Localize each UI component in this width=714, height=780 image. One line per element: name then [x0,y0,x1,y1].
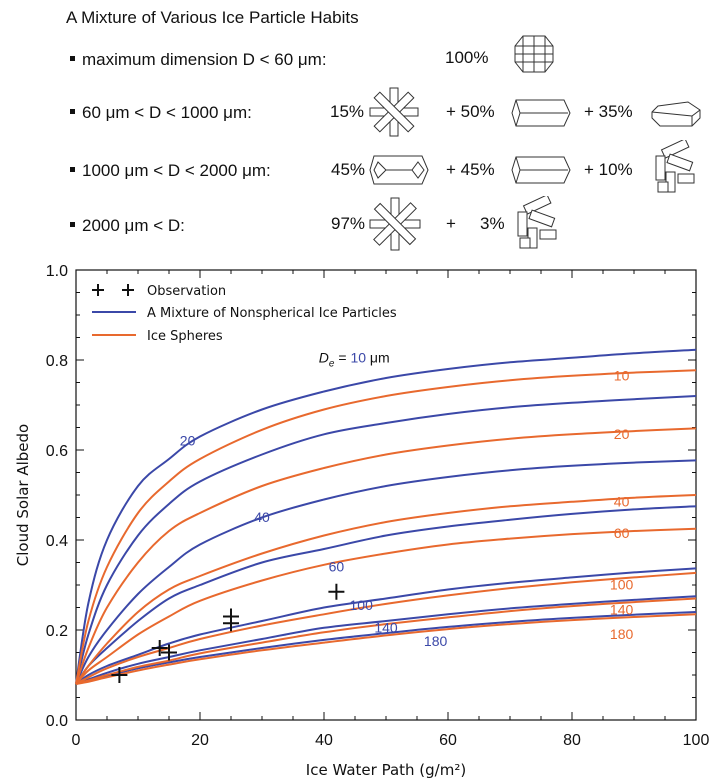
sphere-curve-de-100 [75,571,697,685]
x-tick-label: 40 [315,732,333,749]
hexagonal-column-icon [511,99,571,127]
row-2-pct-3: + 35% [584,102,633,121]
bullet-rosette-icon [369,87,419,137]
y-tick-label: 0.6 [46,443,68,460]
nonspherical-curve-de-40 [75,459,697,685]
row-1-pct-1: 100% [445,48,489,67]
x-tick-label: 20 [191,732,209,749]
row-3-pct-3: + 10% [584,160,633,179]
row-3-label: 1000 μm < D < 2000 μm: [82,161,271,180]
row-4-plus: + [446,214,456,233]
x-axis-label: Ice Water Path (g/m²) [306,761,466,779]
observation-marker [111,667,128,683]
y-tick-label: 0.8 [46,353,68,370]
row-3-pct-2: + 45% [446,160,495,179]
nonspherical-curve-label: 180 [424,633,448,649]
nonspherical-curve-de-140 [75,595,697,685]
nonspherical-curve-de-60 [75,505,697,685]
habit-row-1: maximum dimension D < 60 μm: [70,50,327,70]
habit-row-4: 2000 μm < D: [70,216,185,236]
albedo-chart: 0 20 40 60 80 100 0.0 0.2 0.4 0.6 0.8 1.0 20 40 60 100… [14,263,710,779]
y-tick-label: 0.4 [46,533,68,550]
y-tick-label: 1.0 [46,263,68,280]
row-2-pct-1: 15% [330,102,365,121]
hexagonal-column-icon [511,156,571,184]
legend: Observation A Mixture of Nonspherical Ice… [92,284,397,344]
nonspherical-curve-de-100 [75,567,697,685]
sphere-curve-label: 40 [614,493,630,509]
bullet-rosette-icon [369,197,421,251]
bullet-marker [70,109,75,115]
aggregate-icon [655,140,695,193]
row-4-label: 2000 μm < D: [82,216,185,235]
droxtal-icon [514,35,554,73]
row-2-label: 60 μm < D < 1000 μm: [82,103,252,122]
legend-label-nonspherical: A Mixture of Nonspherical Ice Particles [147,306,397,321]
bullet-marker [70,222,75,228]
y-axis-label: Cloud Solar Albedo [14,424,32,567]
sphere-curve-label: 10 [614,367,630,383]
nonspherical-curve-label: 40 [254,509,270,525]
hollow-column-icon [369,155,429,185]
sphere-curve-de-140 [75,597,697,685]
nonspherical-curve-label: 20 [180,433,196,449]
nonspherical-curve-label: 60 [329,559,345,575]
nonspherical-curve-label: 140 [374,619,398,635]
sphere-curve-label: 20 [614,426,630,442]
observation-marker [223,608,239,625]
sphere-curve-label: 100 [610,577,634,593]
sphere-curve-de-10 [75,369,697,685]
sphere-curve-de-40 [75,494,697,685]
row-4-pct-1: 97% [331,214,366,233]
legend-observation-marker [122,284,134,296]
row-1-label: maximum dimension D < 60 μm: [82,50,327,69]
sphere-curve-label: 140 [610,601,634,617]
nonspherical-curve-de-10 [75,348,697,685]
de-label: De = 10 μm [319,349,390,369]
aggregate-icon [517,196,557,249]
x-tick-label: 100 [683,732,710,749]
y-tick-label: 0.0 [46,713,68,730]
y-tick-label: 0.2 [46,623,68,640]
observation-marker [328,583,345,600]
figure-title: A Mixture of Various Ice Particle Habits [66,8,359,27]
observation-marker [161,644,177,661]
row-3-pct-1: 45% [331,160,366,179]
row-2-pct-2: + 50% [446,102,495,121]
sphere-curve-de-20 [75,427,697,685]
x-tick-label: 0 [72,732,81,749]
row-4-pct-2: 3% [480,214,505,233]
hexagonal-plate-icon [651,101,701,127]
x-tick-label: 60 [439,732,457,749]
observations [111,583,345,683]
curves [75,348,697,685]
bullet-marker [70,56,75,62]
x-tick-label: 80 [563,732,581,749]
sphere-curve-label: 180 [610,626,634,642]
legend-label-observation: Observation [147,284,226,299]
nonspherical-curve-label: 100 [350,597,374,613]
sphere-curve-de-180 [75,613,697,685]
axis-ticks: 0 20 40 60 80 100 0.0 0.2 0.4 0.6 0.8 1.0 [46,263,710,749]
habit-row-2: 60 μm < D < 1000 μm: [70,103,252,123]
sphere-curve-de-60 [75,527,697,685]
habit-row-3: 1000 μm < D < 2000 μm: [70,161,271,181]
observation-marker [151,640,168,656]
legend-label-spheres: Ice Spheres [147,329,223,344]
legend-observation-marker [92,284,104,296]
nonspherical-curve-de-20 [75,395,697,685]
sphere-curve-label: 60 [614,525,630,541]
bullet-marker [70,167,75,173]
